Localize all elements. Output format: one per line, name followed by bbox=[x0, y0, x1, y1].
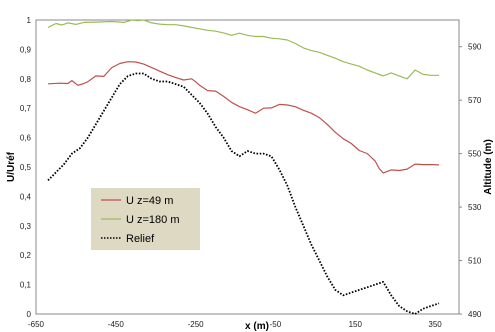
y-tick-label: 0,5 bbox=[20, 163, 32, 172]
y-tick-label: 0,1 bbox=[20, 281, 32, 290]
y2-axis-title: Altitude (m) bbox=[483, 139, 494, 195]
x-tick-label: -450 bbox=[108, 320, 125, 329]
y-tick-label: 1 bbox=[27, 16, 32, 25]
series-line-2 bbox=[47, 72, 440, 315]
y2-tick-label: 530 bbox=[468, 203, 482, 212]
y-tick-label: 0,4 bbox=[20, 192, 32, 201]
x-tick-label: 350 bbox=[428, 320, 442, 329]
y2-tick-label: 570 bbox=[468, 96, 482, 105]
y2-tick-labels: 490 510 530 550 570 590 bbox=[459, 43, 482, 319]
legend-label-u49: U z=49 m bbox=[126, 195, 173, 207]
y-tick-label: 0,3 bbox=[20, 222, 32, 231]
x-tick-label: 150 bbox=[349, 320, 363, 329]
y-tick-label: 0 bbox=[27, 310, 32, 319]
x-tick-label: -650 bbox=[28, 320, 45, 329]
y-tick-label: 0,9 bbox=[20, 45, 32, 54]
y-axis-title: U/Uréf bbox=[6, 151, 17, 182]
x-tick-label: -50 bbox=[270, 320, 282, 329]
series-layer bbox=[47, 19, 440, 315]
x-tick-label: -250 bbox=[188, 320, 205, 329]
series-line-1 bbox=[47, 19, 439, 80]
y-tick-label: 0,8 bbox=[20, 75, 32, 84]
legend: U z=49 m U z=180 m Relief bbox=[91, 188, 200, 250]
y-tick-label: 0,6 bbox=[20, 134, 32, 143]
y-tick-label: 0,7 bbox=[20, 104, 32, 113]
legend-label-relief: Relief bbox=[126, 233, 155, 245]
y2-tick-label: 490 bbox=[468, 310, 482, 319]
y2-tick-label: 590 bbox=[468, 43, 482, 52]
y-tick-label: 0,2 bbox=[20, 251, 32, 260]
y2-tick-label: 510 bbox=[468, 257, 482, 266]
y-tick-labels: 0 0,1 0,2 0,3 0,4 0,5 0,6 0,7 0,8 0,9 1 bbox=[20, 16, 32, 319]
y2-tick-label: 550 bbox=[468, 150, 482, 159]
series-line-0 bbox=[47, 61, 440, 174]
x-axis-title: x (m) bbox=[245, 321, 269, 332]
plot-area bbox=[35, 19, 460, 315]
x-tick-labels: -650 -450 -250 -50 150 350 bbox=[28, 320, 442, 329]
legend-label-u180: U z=180 m bbox=[126, 214, 180, 226]
